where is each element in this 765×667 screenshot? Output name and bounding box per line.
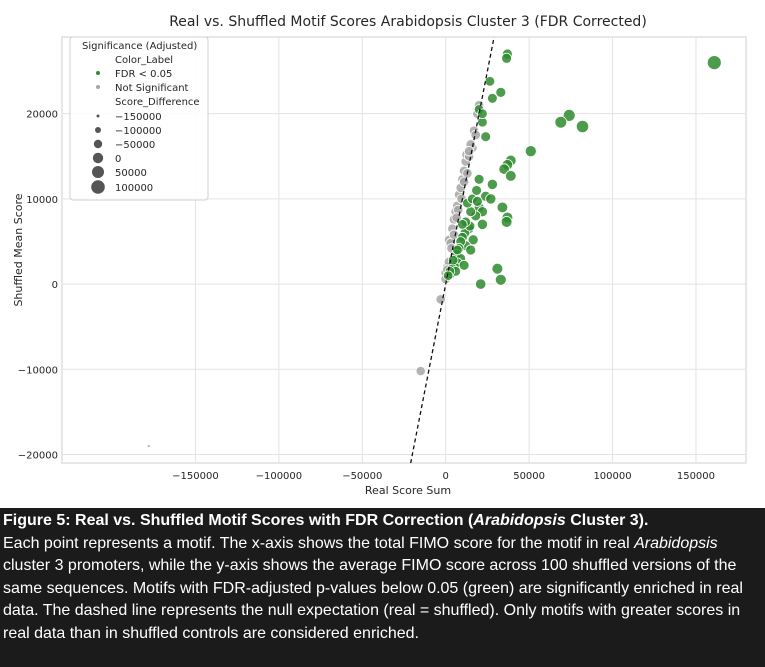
data-point [415,365,426,377]
chart-title: Real vs. Shuffled Motif Scores Arabidops… [169,14,647,30]
caption-body: Each point represents a motif. The x-axi… [3,533,761,646]
legend-size-label: −150000 [115,112,162,123]
data-point [471,195,483,207]
data-point [495,86,507,98]
x-tick-label: 0 [443,471,449,482]
data-point [498,163,510,175]
data-point [476,218,488,230]
caption-title: Figure 5: Real vs. Shuffled Motif Scores… [3,510,761,533]
caption-body-part: cluster 3 promoters, while the y-axis sh… [3,557,743,642]
legend-entry-significant: FDR < 0.05 [115,69,172,80]
scatter-chart: Real vs. Shuffled Motif Scores Arabidops… [12,14,747,497]
legend-size-label: −50000 [115,140,155,151]
data-point [485,193,497,205]
data-point [706,55,722,70]
data-point [458,176,470,187]
data-point [457,219,468,230]
y-tick-label: −10000 [18,365,58,376]
data-point [146,444,151,448]
legend-size-marker [92,152,104,164]
reference-line-group [410,36,495,464]
legend-size-label: 50000 [115,168,147,179]
legend-size-marker [92,166,104,178]
legend-size-header: Score_Difference [115,97,200,108]
data-point [500,216,513,228]
legend-box [69,36,209,201]
x-tick-label: 50000 [513,471,545,482]
data-point [501,52,513,64]
y-tick-label: 0 [52,280,58,291]
figure-caption: Figure 5: Real vs. Shuffled Motif Scores… [3,510,761,645]
legend-marker-significant [96,71,100,75]
data-point [496,201,509,214]
y-tick-label: 20000 [26,110,58,121]
data-point [465,244,477,256]
data-point [554,115,568,129]
caption-title-italic: Arabidopsis [473,512,566,529]
data-point [562,109,576,122]
reference-line [410,36,495,464]
figure: Real vs. Shuffled Motif Scores Arabidops… [0,0,765,508]
caption-title-suffix: Cluster 3). [565,512,649,529]
data-point [575,119,590,134]
legend-size-label: −100000 [115,126,162,137]
data-point [435,294,446,305]
data-point [494,273,507,286]
x-tick-label: −50000 [342,471,382,482]
y-tick-label: −20000 [18,450,58,461]
data-points [146,48,722,448]
legend-color-header: Color_Label [115,55,173,66]
legend-marker-not-significant [96,85,100,89]
data-point [473,173,485,185]
data-point [471,185,482,196]
x-tick-label: −100000 [256,471,303,482]
data-point [524,145,537,158]
data-point [487,92,498,104]
data-point [463,146,475,157]
data-point [452,244,463,256]
data-point [505,170,517,182]
x-tick-label: 100000 [593,471,631,482]
data-point [475,278,487,290]
data-point [458,259,470,271]
data-point [447,254,459,266]
legend-size-marker [93,139,103,149]
legend-size-label: 0 [115,154,121,165]
legend-title: Significance (Adjusted) [82,41,197,52]
legend: Significance (Adjusted) Color_Label FDR … [69,36,209,201]
legend-size-marker [96,114,100,118]
legend-size-label: 100000 [115,183,153,194]
caption-title-prefix: Figure 5: Real vs. Shuffled Motif Scores… [3,512,474,529]
y-axis-label: Shuffled Mean Score [12,193,25,306]
data-point [486,178,498,190]
legend-entry-not-significant: Not Significant [115,83,189,94]
x-axis-label: Real Score Sum [365,484,451,497]
data-point [480,131,492,143]
tick-labels: −150000 −100000 −50000 0 50000 100000 150000−2… [18,110,715,482]
x-tick-label: −150000 [172,471,219,482]
caption-body-italic: Arabidopsis [634,534,718,552]
x-tick-label: 150000 [677,471,715,482]
legend-size-marker [95,127,101,133]
data-point [491,262,504,275]
data-point [467,234,479,246]
y-tick-label: 10000 [26,195,58,206]
caption-body-part: Each point represents a motif. The x-axi… [3,534,635,552]
data-point [442,270,454,281]
legend-size-marker [91,180,105,194]
